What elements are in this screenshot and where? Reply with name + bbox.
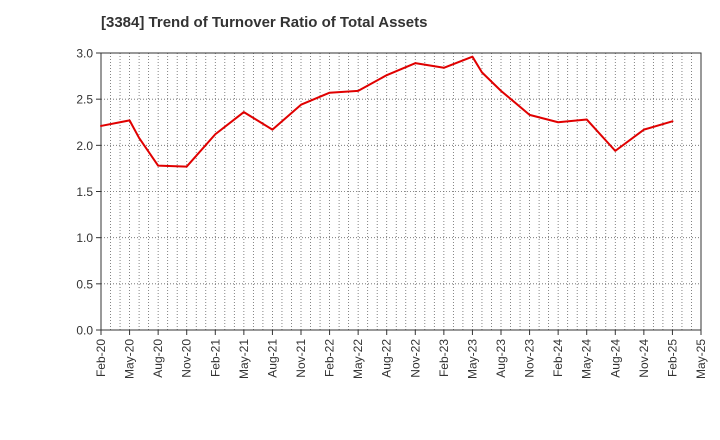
x-tick-label: May-24 [580, 339, 594, 379]
x-tick-label: May-23 [465, 339, 479, 379]
x-tick-label: Aug-24 [608, 339, 622, 378]
x-tick-label: Feb-21 [208, 339, 222, 377]
y-tick-label: 0.0 [76, 324, 93, 338]
x-tick-label: Aug-20 [151, 339, 165, 378]
plot-frame [100, 52, 702, 331]
chart-title: [3384] Trend of Turnover Ratio of Total … [101, 14, 428, 31]
x-tick-label: May-21 [237, 339, 251, 379]
x-tick-label: May-22 [351, 339, 365, 379]
x-tick-label: Feb-24 [551, 339, 565, 377]
y-tick-label: 1.0 [76, 231, 93, 245]
series-line [100, 55, 674, 168]
x-tick-label: Aug-21 [265, 339, 279, 378]
x-tick-label: Nov-21 [294, 339, 308, 378]
x-tick-label: Feb-20 [94, 339, 108, 377]
x-tick-label: Feb-22 [323, 339, 337, 377]
y-tick-label: 2.5 [76, 93, 93, 107]
y-tick-label: 3.0 [76, 47, 93, 61]
x-tick-label: Feb-23 [437, 339, 451, 377]
x-tick-label: Nov-23 [523, 339, 537, 378]
y-tick-label: 2.0 [76, 139, 93, 153]
x-tick-label: May-25 [694, 339, 708, 379]
y-tick-label: 1.5 [76, 185, 93, 199]
x-tick-label: Nov-22 [408, 339, 422, 378]
x-tick-label: Aug-23 [494, 339, 508, 378]
x-tick-label: Nov-20 [180, 339, 194, 378]
x-tick-label: Aug-22 [380, 339, 394, 378]
x-tick-label: Feb-25 [665, 339, 679, 377]
x-tick-label: May-20 [123, 339, 137, 379]
grid-layer [101, 53, 701, 330]
x-tick-label: Nov-24 [637, 339, 651, 378]
series-layer [100, 55, 674, 168]
axis-layer: 0.0 0.5 1.0 1.5 2.0 2.5 3.0 Feb-20 May-20 Aug-20 N… [76, 47, 708, 380]
y-tick-label: 0.5 [76, 277, 93, 291]
